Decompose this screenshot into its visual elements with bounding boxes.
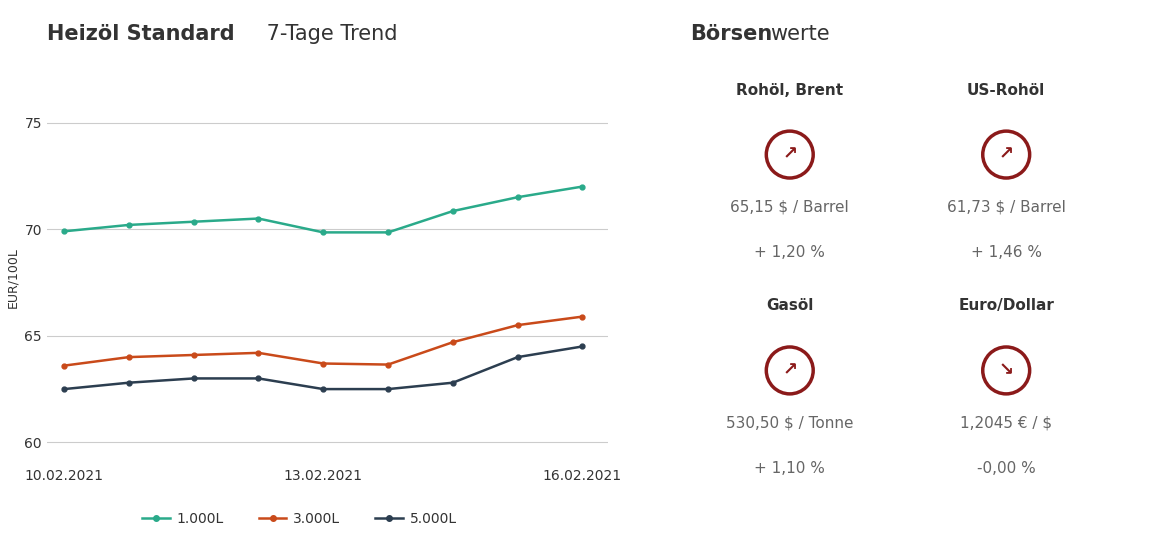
5.000L <box>252 375 266 382</box>
5.000L <box>576 343 590 350</box>
1.000L <box>57 228 71 235</box>
Text: Euro/Dollar: Euro/Dollar <box>958 298 1054 313</box>
3.000L <box>446 339 460 345</box>
3.000L <box>510 322 524 328</box>
Line: 1.000L: 1.000L <box>62 184 585 235</box>
Text: + 1,20 %: + 1,20 % <box>755 245 825 260</box>
5.000L <box>57 386 71 392</box>
1.000L <box>510 194 524 200</box>
3.000L <box>576 313 590 320</box>
Text: Börsen: Börsen <box>690 24 772 44</box>
Text: ↗: ↗ <box>783 146 797 164</box>
Text: Rohöl, Brent: Rohöl, Brent <box>736 83 844 98</box>
3.000L <box>187 352 201 358</box>
Text: 530,50 $ / Tonne: 530,50 $ / Tonne <box>727 416 853 431</box>
1.000L <box>252 215 266 222</box>
Text: Gasöl: Gasöl <box>766 298 813 313</box>
Text: -0,00 %: -0,00 % <box>977 461 1035 476</box>
3.000L <box>316 360 330 367</box>
1.000L <box>316 229 330 236</box>
5.000L <box>187 375 201 382</box>
5.000L <box>510 354 524 360</box>
Y-axis label: EUR/100L: EUR/100L <box>6 247 19 308</box>
1.000L <box>576 183 590 190</box>
5.000L <box>381 386 395 392</box>
Line: 3.000L: 3.000L <box>62 314 585 368</box>
1.000L <box>446 208 460 214</box>
5.000L <box>122 379 136 386</box>
Text: ↗: ↗ <box>783 361 797 379</box>
Text: 7-Tage Trend: 7-Tage Trend <box>260 24 398 44</box>
3.000L <box>57 362 71 369</box>
Text: US-Rohöl: US-Rohöl <box>968 83 1045 98</box>
Text: + 1,46 %: + 1,46 % <box>971 245 1041 260</box>
1.000L <box>122 222 136 228</box>
Text: 1,2045 € / $: 1,2045 € / $ <box>961 416 1052 431</box>
Text: ↘: ↘ <box>999 361 1013 379</box>
3.000L <box>122 354 136 360</box>
Text: 65,15 $ / Barrel: 65,15 $ / Barrel <box>730 200 849 215</box>
Text: Heizöl Standard: Heizöl Standard <box>47 24 234 44</box>
3.000L <box>252 350 266 356</box>
3.000L <box>381 361 395 368</box>
Text: + 1,10 %: + 1,10 % <box>755 461 825 476</box>
Line: 5.000L: 5.000L <box>62 344 585 392</box>
5.000L <box>446 379 460 386</box>
1.000L <box>187 219 201 225</box>
5.000L <box>316 386 330 392</box>
1.000L <box>381 229 395 236</box>
Text: 61,73 $ / Barrel: 61,73 $ / Barrel <box>947 200 1066 215</box>
Text: ↗: ↗ <box>999 146 1013 164</box>
Text: werte: werte <box>770 24 830 44</box>
Legend: 1.000L, 3.000L, 5.000L: 1.000L, 3.000L, 5.000L <box>137 506 462 531</box>
